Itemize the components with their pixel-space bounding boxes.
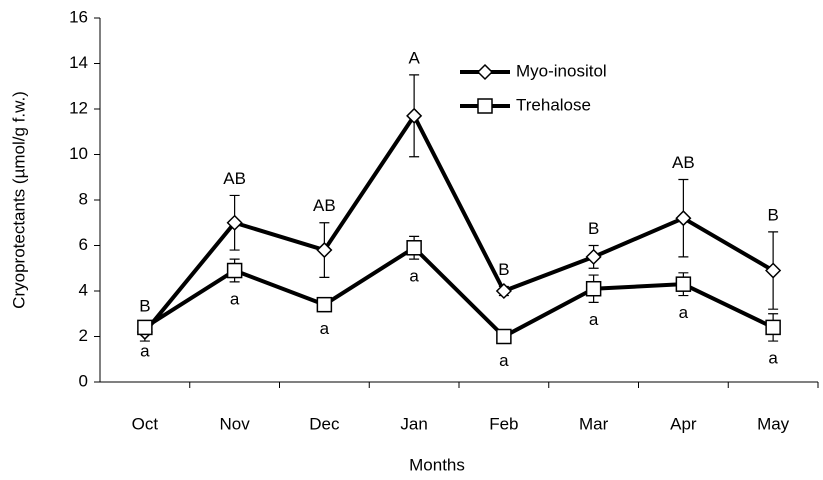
significance-label: a — [320, 319, 330, 338]
data-point — [226, 262, 243, 279]
data-point — [137, 319, 153, 336]
y-axis-title: Cryoprotectants (µmol/g f.w.) — [9, 91, 28, 309]
data-point — [585, 280, 602, 297]
x-tick-label: Apr — [670, 414, 697, 433]
x-tick-label: Mar — [579, 414, 609, 433]
data-point — [406, 240, 422, 256]
significance-label: a — [230, 289, 240, 308]
significance-label: a — [499, 351, 509, 370]
significance-label: a — [409, 267, 419, 286]
significance-label: B — [588, 219, 599, 238]
y-tick-label: 2 — [79, 326, 88, 345]
y-tick-label: 0 — [79, 371, 88, 390]
y-tick-label: 14 — [69, 53, 88, 72]
y-tick-label: 10 — [69, 144, 88, 163]
legend-label: Myo-inositol — [516, 61, 607, 80]
data-point — [585, 248, 602, 265]
y-tick-label: 16 — [69, 7, 88, 26]
significance-label: a — [679, 303, 689, 322]
x-tick-label: Oct — [132, 414, 159, 433]
y-tick-label: 8 — [79, 189, 88, 208]
significance-label: a — [140, 342, 150, 361]
x-tick-label: May — [757, 414, 790, 433]
significance-label: a — [589, 310, 599, 329]
data-point — [316, 296, 333, 313]
data-point — [496, 328, 512, 345]
significance-label: B — [498, 260, 509, 279]
x-axis-title: Months — [409, 455, 465, 474]
data-point — [406, 107, 423, 124]
data-point — [675, 210, 692, 227]
legend-marker — [476, 63, 494, 81]
data-point — [495, 282, 512, 300]
x-tick-label: Nov — [220, 414, 251, 433]
legend-label: Trehalose — [516, 95, 591, 114]
significance-label: AB — [313, 196, 336, 215]
y-tick-label: 4 — [79, 280, 88, 299]
data-point — [226, 214, 243, 231]
data-point — [316, 241, 333, 259]
series-line — [143, 245, 774, 339]
data-point — [765, 319, 781, 336]
significance-label: A — [408, 48, 420, 67]
y-tick-label: 6 — [79, 235, 88, 254]
data-point — [765, 262, 782, 279]
significance-label: AB — [672, 153, 695, 172]
y-tick-label: 12 — [69, 98, 88, 117]
data-point — [675, 276, 692, 292]
series-line — [143, 113, 775, 334]
legend-marker — [477, 98, 493, 114]
x-tick-label: Jan — [400, 414, 427, 433]
x-tick-label: Feb — [489, 414, 518, 433]
significance-label: a — [768, 349, 778, 368]
significance-label: AB — [223, 169, 246, 188]
x-tick-label: Dec — [309, 414, 340, 433]
significance-label: B — [767, 205, 778, 224]
significance-label: B — [139, 296, 150, 315]
